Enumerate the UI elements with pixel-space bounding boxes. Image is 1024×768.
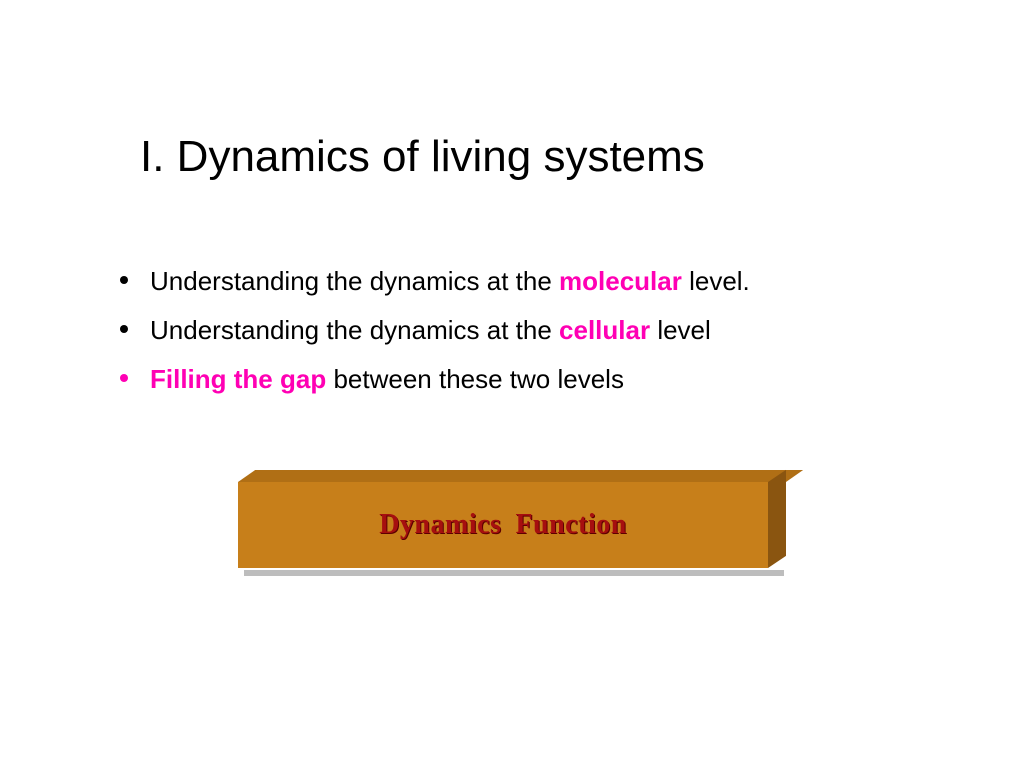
box-label: Dynamics Function	[379, 509, 627, 541]
bullet-item: Understanding the dynamics at the cellul…	[120, 311, 920, 350]
bullet-text: Understanding the dynamics at the cellul…	[150, 311, 711, 350]
bullet-highlight: cellular	[559, 315, 650, 345]
box-label-right: Function	[515, 509, 626, 540]
bullet-dot	[120, 325, 128, 333]
box-face: Dynamics Function	[238, 482, 768, 568]
bullet-dot	[120, 374, 128, 382]
bullet-item: Filling the gap between these two levels	[120, 360, 920, 399]
bullet-dot	[120, 276, 128, 284]
bullet-item: Understanding the dynamics at the molecu…	[120, 262, 920, 301]
box-label-sep	[501, 509, 515, 541]
bullet-pre: Understanding the dynamics at the	[150, 315, 559, 345]
bullet-post: between these two levels	[326, 364, 624, 394]
bullet-post: level	[650, 315, 711, 345]
slide-title: I. Dynamics of living systems	[140, 132, 705, 182]
callout-box: Dynamics Function	[238, 470, 786, 568]
bullet-pre: Understanding the dynamics at the	[150, 266, 559, 296]
bullet-post: level.	[682, 266, 750, 296]
bullet-highlight: molecular	[559, 266, 682, 296]
box-top-edge	[238, 470, 803, 482]
box-label-left: Dynamics	[379, 509, 501, 540]
bullet-text: Understanding the dynamics at the molecu…	[150, 262, 750, 301]
slide: I. Dynamics of living systems Understand…	[0, 0, 1024, 768]
bullet-pre-pink: Filling the gap	[150, 364, 326, 394]
box-shadow	[244, 570, 784, 576]
bullet-text: Filling the gap between these two levels	[150, 360, 624, 399]
box-right-edge	[768, 470, 786, 568]
bullet-list: Understanding the dynamics at the molecu…	[120, 262, 920, 409]
